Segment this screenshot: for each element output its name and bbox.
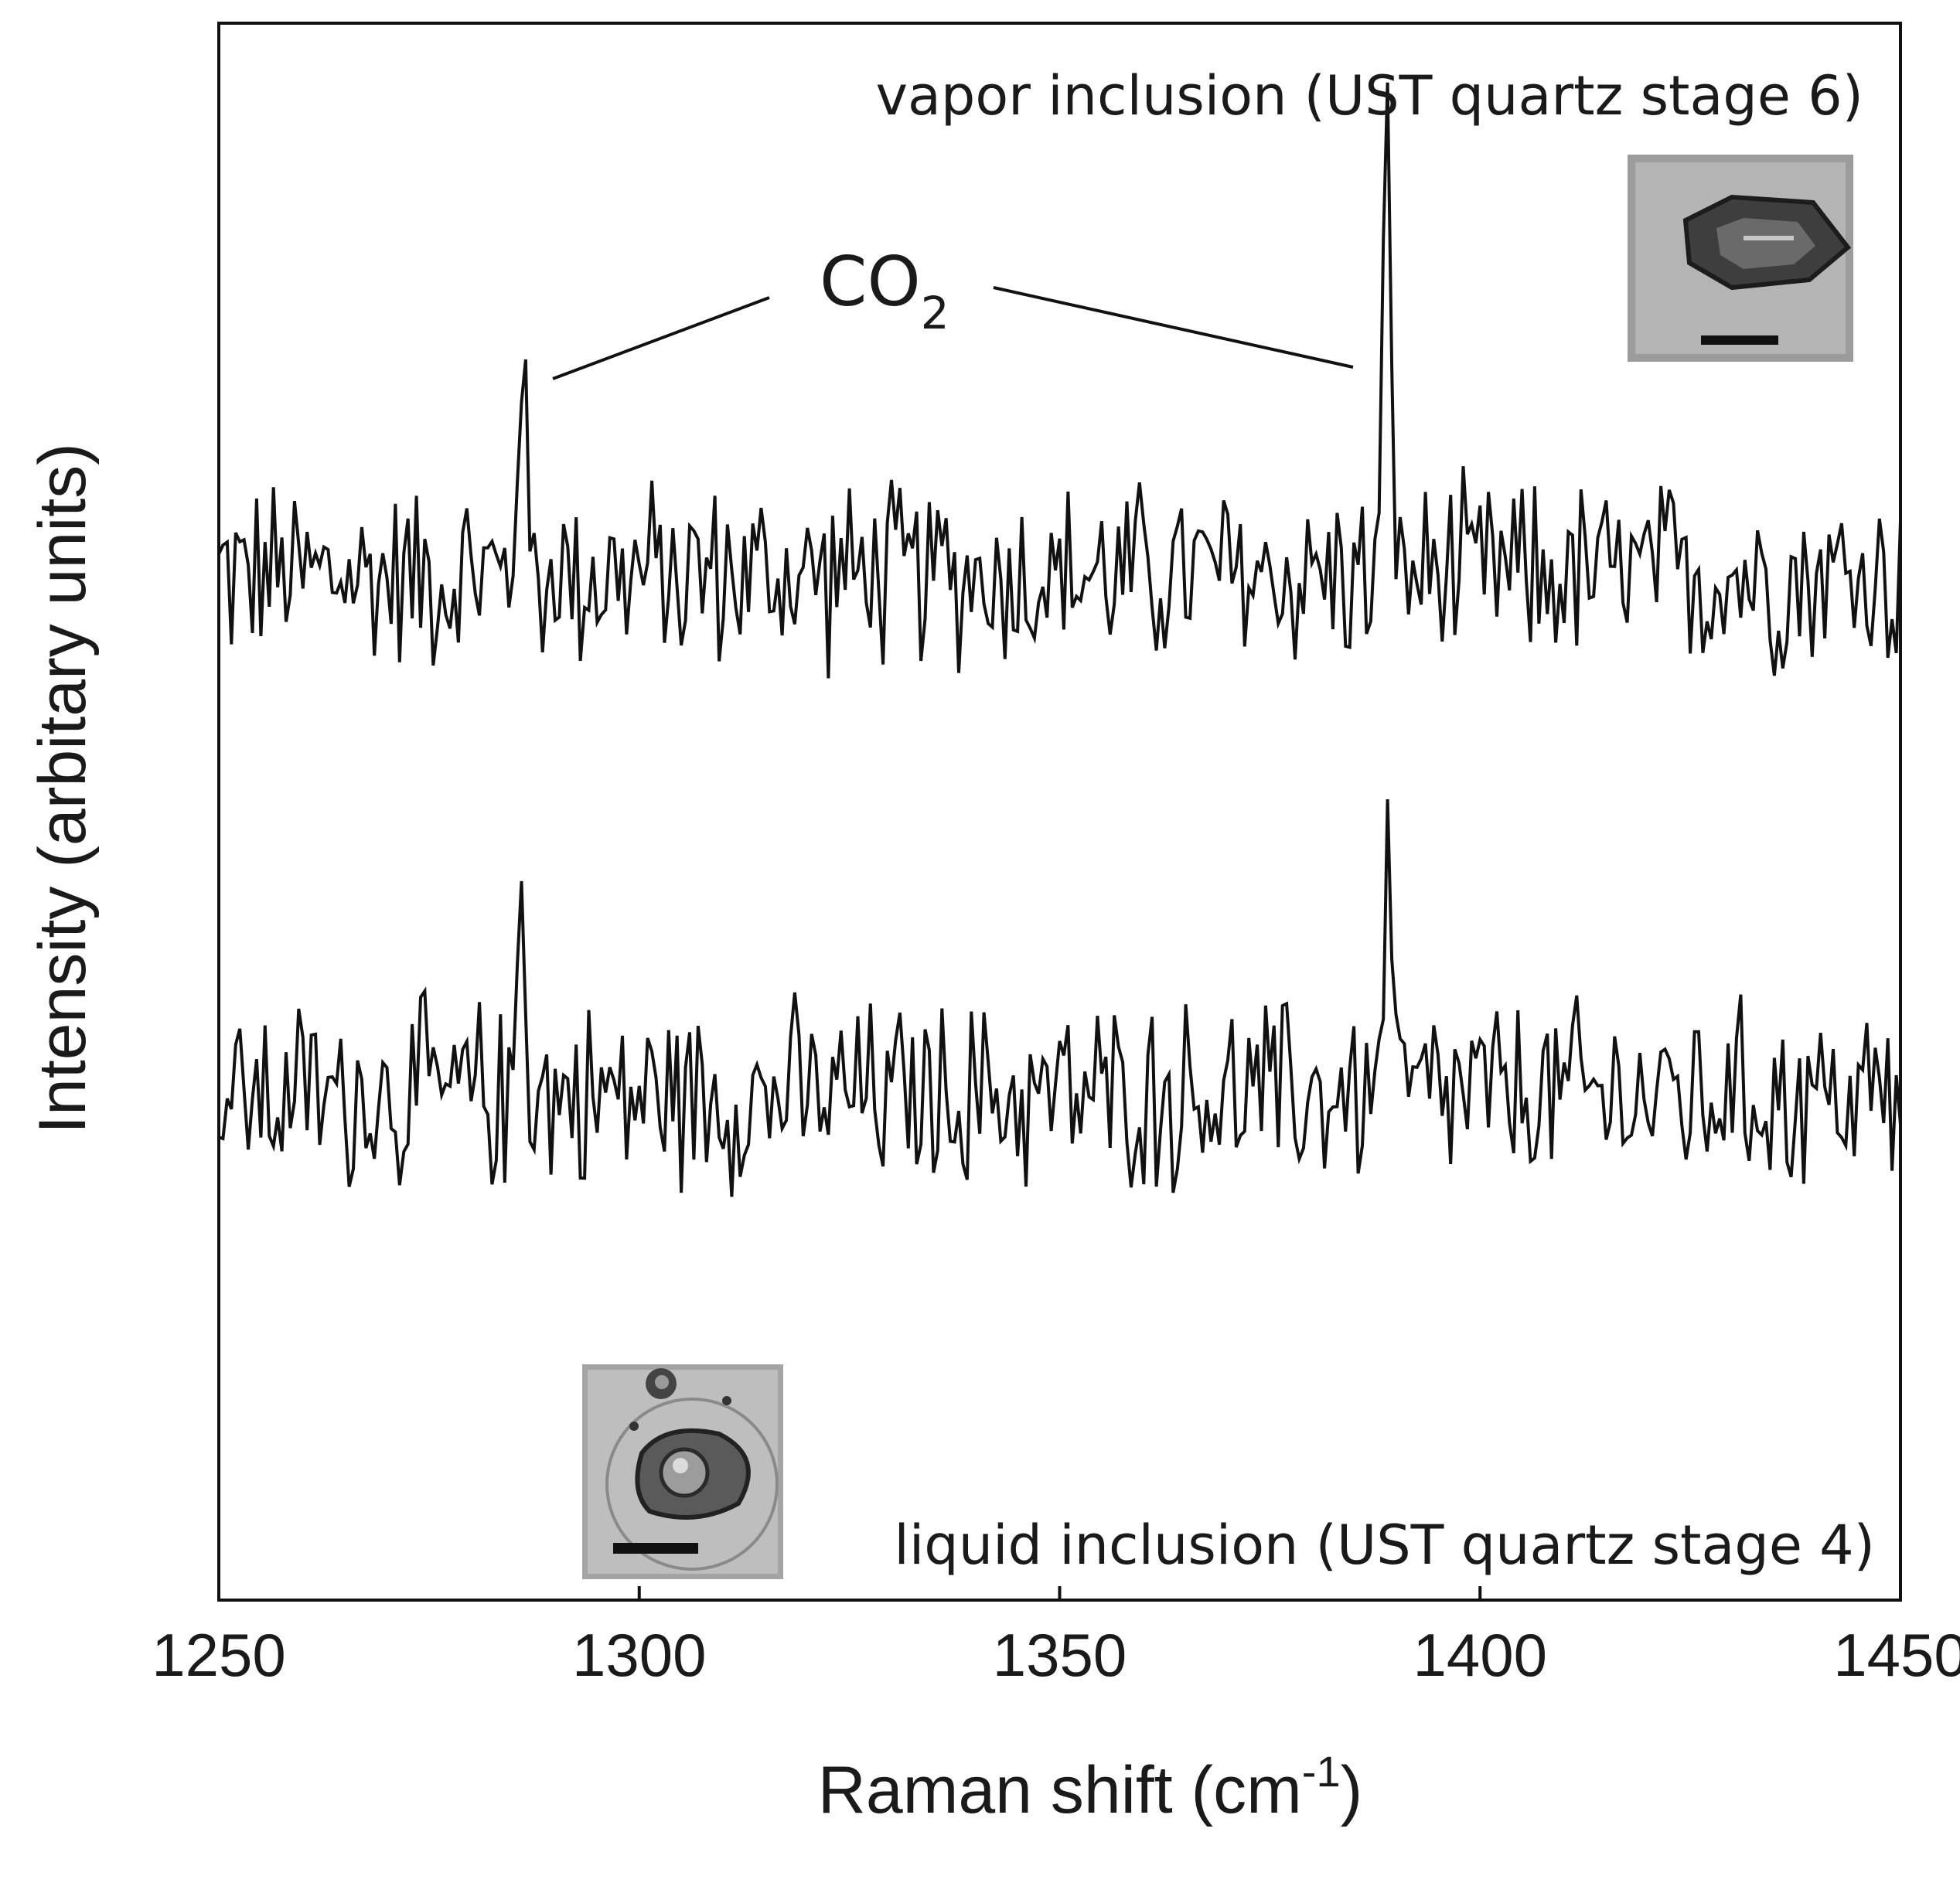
- x-tick-label: 1250: [152, 1621, 286, 1689]
- x-tick-label: 1400: [1413, 1621, 1547, 1689]
- co2-leader-right: [993, 286, 1354, 369]
- co2-label: CO2: [820, 242, 949, 339]
- y-axis-title: Intensity (arbitary units): [26, 443, 100, 1134]
- vapor-series-label: vapor inclusion (UST quartz stage 6): [876, 64, 1863, 128]
- liquid-spectrum-line: [218, 798, 1902, 1197]
- liquid-inclusion-micrograph: [582, 1364, 783, 1579]
- x-axis-title-superscript: -1: [1302, 1747, 1341, 1796]
- co2-leader-left: [552, 296, 770, 380]
- co2-annotation: CO2: [552, 242, 1354, 380]
- liquid-series-label: liquid inclusion (UST quartz stage 4): [894, 1514, 1875, 1577]
- x-tick-label: 1350: [993, 1621, 1127, 1689]
- x-tick-label: 1300: [572, 1621, 707, 1689]
- x-axis-ticks: 1250 1300 1350 1400 1450: [152, 1586, 1960, 1689]
- vapor-spectrum-line: [217, 82, 1902, 679]
- x-axis-title: Raman shift (cm-1): [818, 1747, 1362, 1827]
- spectra-group: [217, 82, 1902, 1197]
- x-tick-label: 1450: [1833, 1621, 1960, 1689]
- co2-subscript: 2: [921, 287, 949, 339]
- vapor-inclusion-micrograph: [1628, 155, 1853, 362]
